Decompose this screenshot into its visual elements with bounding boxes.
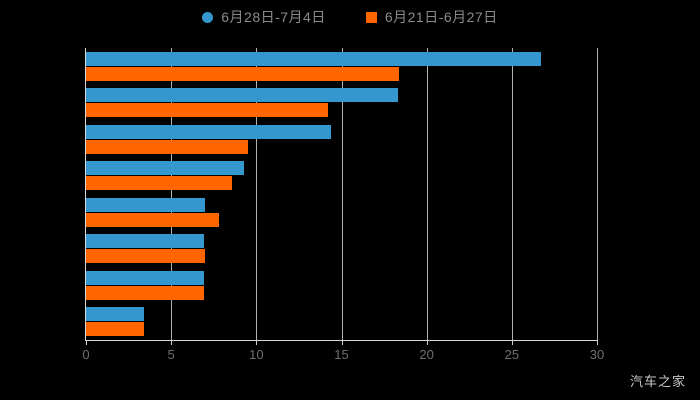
bar[interactable]	[86, 88, 398, 103]
bar[interactable]	[86, 103, 328, 118]
x-tick-mark	[597, 340, 598, 345]
x-tick-mark	[86, 340, 87, 345]
bar[interactable]	[86, 212, 219, 227]
x-tick-label: 15	[334, 347, 349, 362]
bar[interactable]	[86, 124, 332, 139]
x-tick-label: 10	[249, 347, 264, 362]
bar[interactable]	[86, 285, 204, 300]
x-tick-mark	[171, 340, 173, 345]
x-tick-mark	[341, 340, 343, 345]
bar[interactable]	[86, 249, 206, 264]
bar[interactable]	[86, 176, 233, 191]
bar[interactable]	[86, 51, 541, 66]
x-tick-label: 5	[167, 347, 175, 362]
bar[interactable]	[86, 270, 204, 285]
bar[interactable]	[86, 307, 144, 322]
y-axis-line	[85, 48, 86, 340]
bar[interactable]	[86, 66, 400, 81]
legend-label-series-a: 6月28日-7月4日	[221, 9, 326, 25]
bar[interactable]	[86, 161, 245, 176]
x-tick-label: 30	[589, 347, 605, 362]
legend-label-series-b: 6月21日-6月27日	[384, 9, 498, 25]
gridline	[597, 48, 598, 340]
gridline	[171, 48, 173, 340]
gridline	[341, 48, 343, 340]
x-tick-label: 0	[82, 347, 90, 362]
bar[interactable]	[86, 234, 204, 249]
bar[interactable]	[86, 322, 144, 337]
bar[interactable]	[86, 139, 248, 154]
x-tick-mark	[426, 340, 428, 345]
legend-item-series-b[interactable]: 6月21日-6月27日	[365, 7, 498, 27]
legend-circle-marker-icon	[202, 11, 214, 23]
x-tick-label: 25	[504, 347, 520, 362]
legend-item-series-a[interactable]: 6月28日-7月4日	[202, 7, 326, 27]
legend-square-marker-icon	[365, 11, 377, 23]
chart-legend: 6月28日-7月4日 6月21日-6月27日	[0, 4, 700, 30]
gridline	[426, 48, 428, 340]
x-tick-label: 20	[419, 347, 434, 362]
bar[interactable]	[86, 197, 206, 212]
x-tick-mark	[256, 340, 258, 345]
watermark-label: 汽车之家	[629, 374, 686, 389]
gridline	[511, 48, 513, 340]
gridline	[256, 48, 258, 340]
x-tick-mark	[511, 340, 513, 345]
